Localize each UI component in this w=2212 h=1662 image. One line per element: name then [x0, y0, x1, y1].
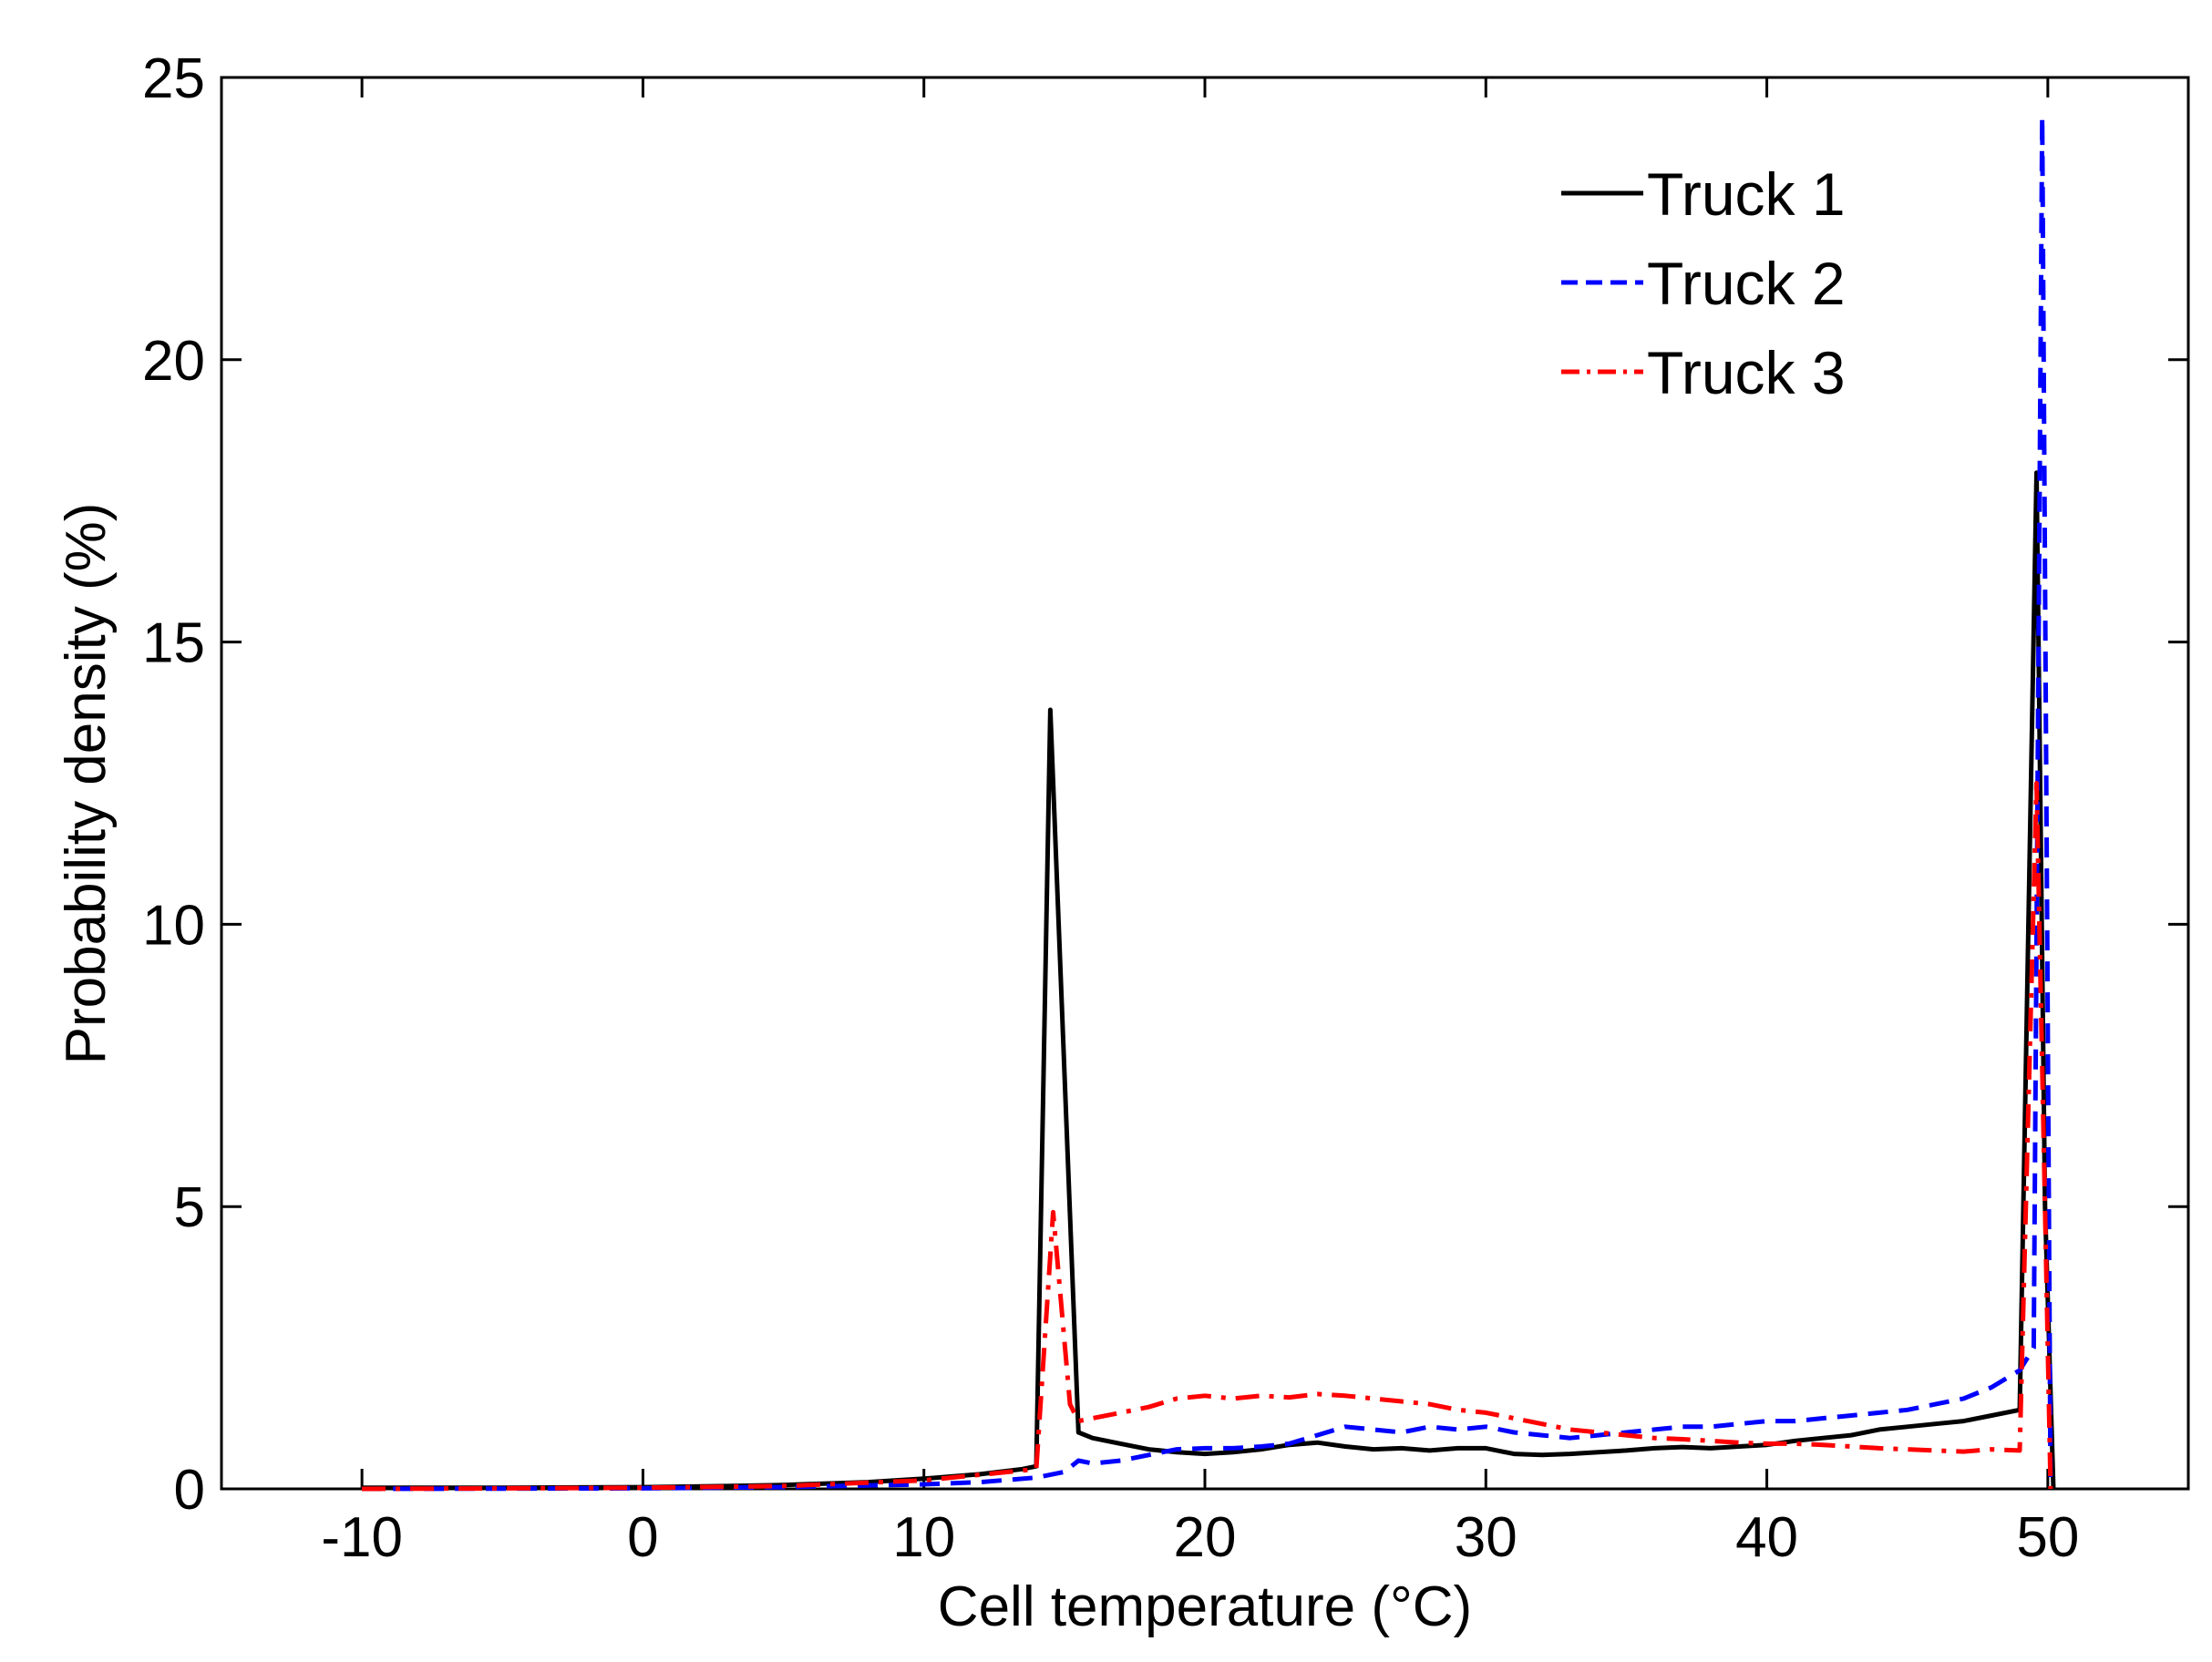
- series-line-truck-1: [362, 470, 2056, 1491]
- y-tick-labels: 0 5 10 15 20 25: [142, 47, 205, 1522]
- y-tick-label: 25: [142, 47, 205, 110]
- x-tick-label: -10: [321, 1506, 403, 1569]
- legend-label-truck-3: Truck 3: [1647, 339, 1846, 406]
- legend: Truck 1 Truck 2 Truck 3: [1561, 160, 1846, 406]
- y-axis-label: Probability density (%): [55, 503, 118, 1065]
- y-tick-label: 15: [142, 612, 205, 675]
- plot-area: [220, 76, 2190, 1491]
- x-tick-label: 40: [1735, 1506, 1798, 1569]
- axis-ticks: [221, 76, 2188, 1491]
- x-axis-label: Cell temperature (°C): [938, 1575, 1472, 1638]
- x-tick-label: 10: [892, 1506, 955, 1569]
- x-tick-label: 50: [2016, 1506, 2079, 1569]
- y-tick-label: 5: [174, 1176, 205, 1239]
- series-line-truck-2: [362, 114, 2053, 1492]
- series-line-truck-3: [362, 781, 2053, 1492]
- x-tick-label: 0: [627, 1506, 658, 1569]
- legend-label-truck-1: Truck 1: [1647, 160, 1846, 228]
- legend-label-truck-2: Truck 2: [1647, 250, 1846, 317]
- x-tick-labels: -10 0 10 20 30 40 50: [321, 1506, 2079, 1569]
- y-tick-label: 10: [142, 894, 205, 957]
- y-tick-label: 20: [142, 330, 205, 393]
- x-tick-label: 30: [1455, 1506, 1518, 1569]
- x-tick-label: 20: [1174, 1506, 1237, 1569]
- series-lines: [362, 114, 2056, 1492]
- y-tick-label: 0: [174, 1459, 205, 1522]
